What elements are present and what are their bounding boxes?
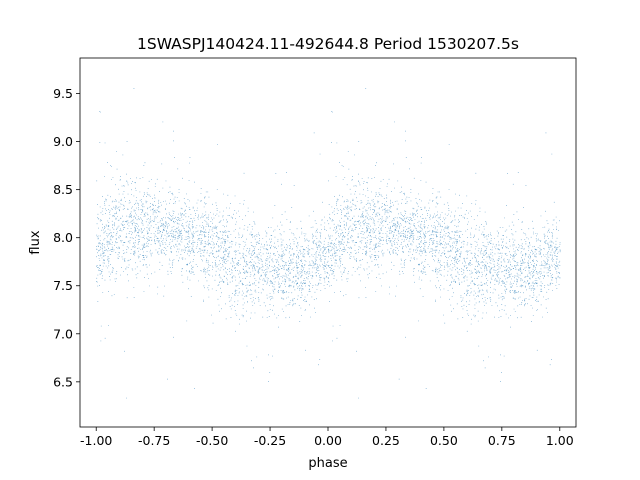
y-tick-label: 9.0 xyxy=(53,134,73,149)
x-tick-label: 1.00 xyxy=(546,433,574,448)
chart-title: 1SWASPJ140424.11-492644.8 Period 1530207… xyxy=(137,35,519,53)
x-tick-label: 0.25 xyxy=(372,433,400,448)
y-tick-label: 7.0 xyxy=(53,326,73,341)
x-tick-label: -0.25 xyxy=(254,433,286,448)
data-points xyxy=(96,88,561,399)
x-tick-label: 0.75 xyxy=(488,433,516,448)
x-tick-label: -1.00 xyxy=(80,433,112,448)
y-tick-label: 8.5 xyxy=(53,182,73,197)
y-tick-label: 8.0 xyxy=(53,230,73,245)
x-tick-label: 0.00 xyxy=(314,433,342,448)
x-tick-label: -0.50 xyxy=(196,433,228,448)
x-tick-label: 0.50 xyxy=(430,433,458,448)
x-axis-label: phase xyxy=(308,456,347,471)
scatter-markers xyxy=(96,88,561,399)
y-axis-label: flux xyxy=(28,230,43,254)
y-axis: 6.5 7.0 7.5 8.0 8.5 9.0 9.5 xyxy=(53,86,80,389)
x-tick-label: -0.75 xyxy=(138,433,170,448)
y-tick-label: 7.5 xyxy=(53,278,73,293)
y-tick-label: 6.5 xyxy=(53,374,73,389)
x-axis: -1.00 -0.75 -0.50 -0.25 0.00 0.25 0.50 0.75 1.00 xyxy=(80,427,574,448)
y-tick-label: 9.5 xyxy=(53,86,73,101)
